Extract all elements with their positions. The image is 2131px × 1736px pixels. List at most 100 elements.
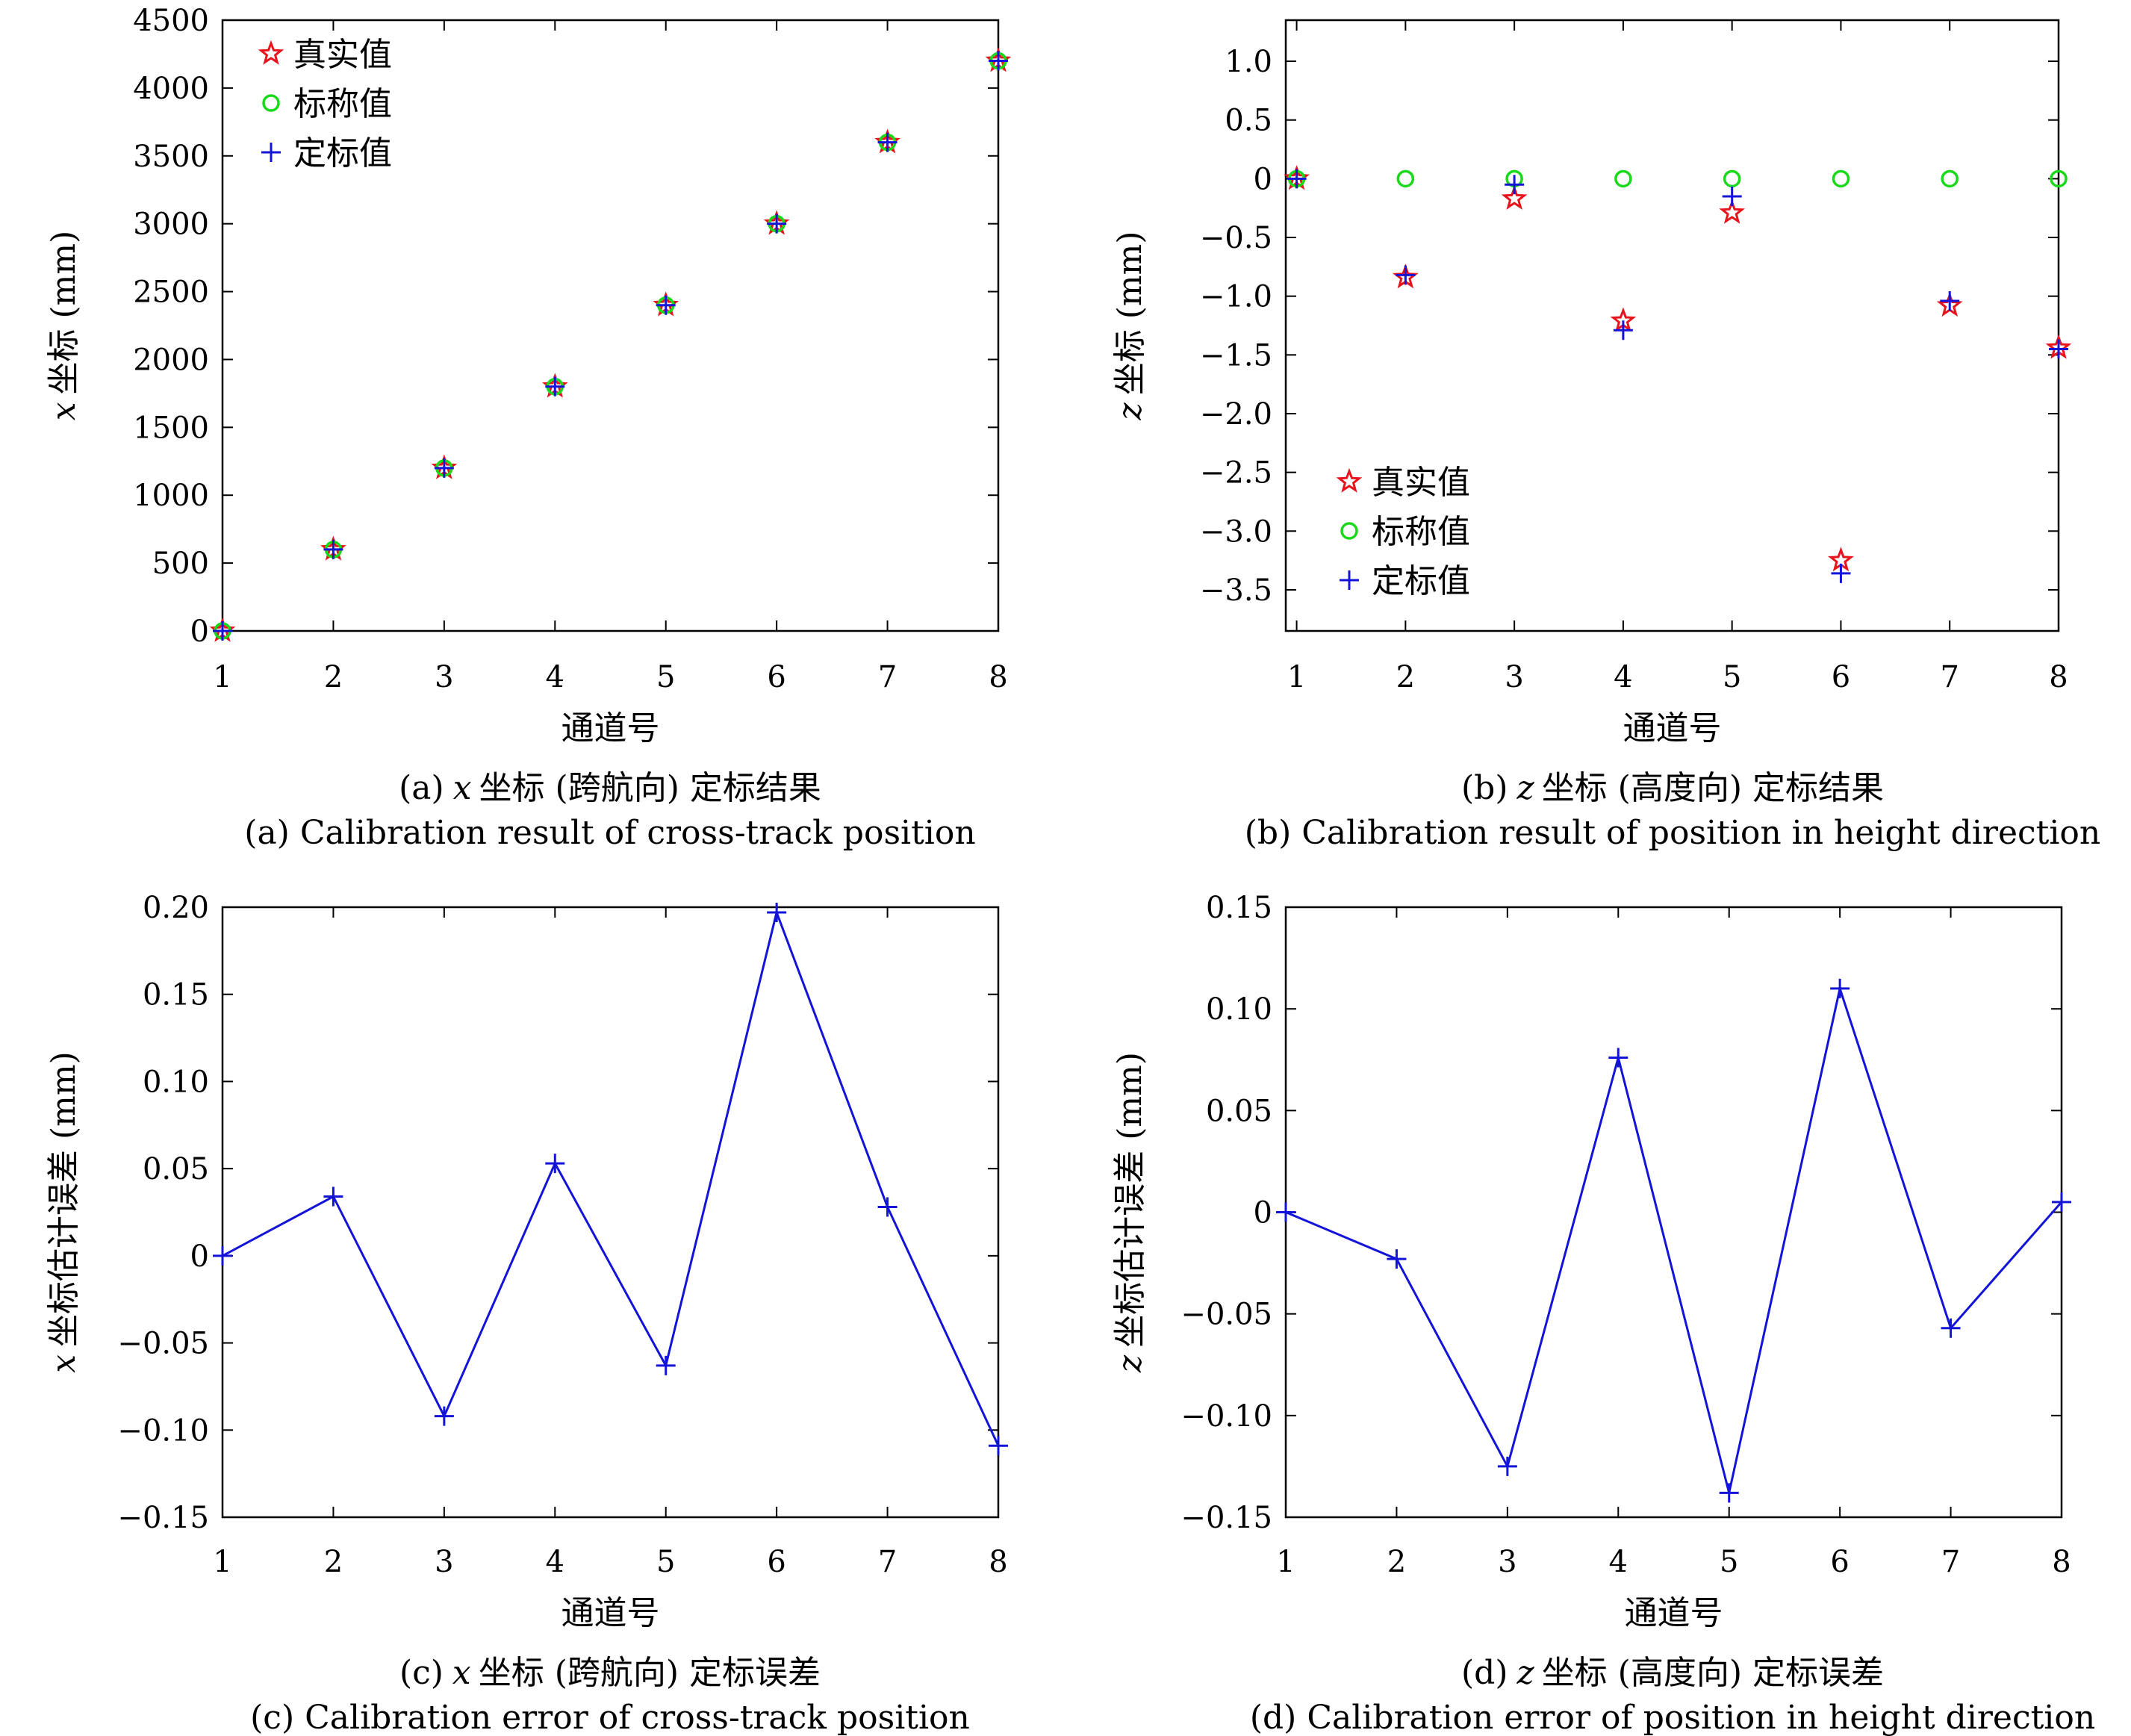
- chart-c: 1 2 3 4 5 6 7 8 0.20 0.15 0.10 0.05 0 −0.05 −0.10 −0.15…: [45, 891, 1008, 1736]
- x-tick-label: 4: [1609, 1545, 1628, 1579]
- y-tick-label: −0.10: [1180, 1399, 1272, 1434]
- data-point: [2052, 1192, 2071, 1212]
- y-tick-label: −0.05: [117, 1327, 209, 1361]
- data-point-circle: [1941, 169, 1959, 188]
- x-axis-label: 通道号: [561, 1594, 660, 1632]
- y-tick-label: −3.5: [1200, 573, 1272, 608]
- x-tick-label: 5: [1720, 1545, 1738, 1579]
- data-point: [434, 1406, 454, 1426]
- plot-frame: [221, 906, 1000, 1519]
- y-tick-label: 2500: [133, 276, 209, 310]
- y-tick-label: 0.05: [1206, 1094, 1272, 1128]
- legend-label: 标称值: [1372, 513, 1470, 551]
- y-tick-label: 500: [152, 547, 209, 581]
- data-point: [1608, 1048, 1628, 1068]
- x-tick-label: 3: [1505, 660, 1523, 694]
- y-tick-label: 2000: [133, 343, 209, 377]
- y-axis-label: z 坐标估计误差 (mm): [1111, 1052, 1149, 1373]
- data-point-plus: [1722, 186, 1742, 206]
- chart-a: 1 2 3 4 5 6 7 8 0 500 1000 1500 2000 2500 3000 3500 4000…: [45, 4, 1012, 852]
- data-point-plus: [213, 621, 232, 641]
- x-tick-label: 8: [989, 1545, 1007, 1579]
- caption-cn-text: 坐标 (高度向) 定标误差: [1542, 1654, 1884, 1692]
- y-axis-label-text: 坐标估计误差 (mm): [45, 1051, 83, 1347]
- x-tick-label: 1: [1276, 1545, 1295, 1579]
- y-tick-label: 1500: [133, 411, 209, 445]
- caption-cn: (b) z 坐标 (高度向) 定标结果: [1461, 769, 1884, 807]
- plot-frame: [221, 19, 1000, 632]
- x-tick-label: 7: [1941, 1545, 1960, 1579]
- caption-en: (a) Calibration result of cross-track po…: [244, 814, 975, 852]
- caption-en: (c) Calibration error of cross-track pos…: [250, 1699, 970, 1736]
- x-tick-label: 2: [324, 660, 343, 694]
- y-tick-label: 0: [190, 615, 209, 649]
- y-tick-label: 0: [1254, 1196, 1272, 1231]
- y-tick-label: −0.10: [117, 1413, 209, 1448]
- chart-d: 1 2 3 4 5 6 7 8 0.15 0.10 0.05 0 −0.05 −0.10 −0.15 通道号 z…: [1111, 891, 2095, 1736]
- x-tick-label: 4: [546, 660, 564, 694]
- x-tick-label: 2: [324, 1545, 343, 1579]
- data-point: [213, 1245, 232, 1266]
- data-point: [545, 1154, 565, 1174]
- legend-label: 标称值: [293, 85, 392, 123]
- x-tick-label: 6: [1832, 660, 1850, 694]
- plot-frame: [1284, 906, 2063, 1519]
- data-point: [1387, 1249, 1407, 1269]
- x-tick-label: 4: [1614, 660, 1632, 694]
- x-tick-label: 7: [1940, 660, 1959, 694]
- y-axis-label-text: 坐标 (mm): [45, 231, 83, 395]
- legend-marker-star: [258, 40, 284, 65]
- data-point-plus: [1613, 320, 1633, 340]
- y-tick-label: 1000: [133, 479, 209, 513]
- caption-cn-text: 坐标 (高度向) 定标结果: [1542, 769, 1884, 807]
- x-tick-label: 1: [213, 1545, 231, 1579]
- data-point-circle: [1614, 169, 1632, 188]
- x-tick-label: 6: [767, 660, 785, 694]
- caption-en: (d) Calibration error of position in hei…: [1250, 1699, 2095, 1736]
- caption-cn-prefix: (d): [1461, 1654, 1508, 1692]
- data-point-circle: [1832, 169, 1850, 188]
- caption-cn-text: 坐标 (跨航向) 定标误差: [479, 1654, 821, 1692]
- data-point: [877, 1197, 897, 1217]
- data-point: [1830, 978, 1850, 998]
- caption-cn-prefix: (a): [399, 769, 444, 807]
- legend-label: 定标值: [293, 134, 392, 172]
- x-axis-label: 通道号: [561, 709, 660, 747]
- caption-cn-prefix: (b): [1461, 769, 1508, 807]
- caption-cn-prefix: (c): [399, 1654, 444, 1692]
- caption-cn: (c) x 坐标 (跨航向) 定标误差: [399, 1654, 821, 1692]
- y-tick-label: 0.10: [1206, 992, 1272, 1027]
- data-point: [989, 1436, 1008, 1456]
- data-point-plus: [1505, 175, 1525, 195]
- y-tick-label: −0.15: [1180, 1501, 1272, 1535]
- x-tick-label: 2: [1396, 660, 1415, 694]
- data-point: [1276, 1202, 1295, 1222]
- x-tick-label: 8: [2049, 660, 2068, 694]
- y-tick-label: −0.15: [117, 1501, 209, 1535]
- data-point: [656, 1355, 676, 1375]
- y-tick-label: −1.5: [1200, 338, 1272, 373]
- x-tick-label: 1: [213, 660, 231, 694]
- y-axis-label: z 坐标 (mm): [1111, 231, 1149, 421]
- data-point: [1941, 1318, 1961, 1338]
- legend-label: 真实值: [1372, 464, 1470, 502]
- legend-label: 真实值: [293, 36, 392, 74]
- data-point-plus: [989, 51, 1008, 71]
- legend-marker-plus: [261, 143, 281, 162]
- data-point-circle: [1723, 169, 1741, 188]
- caption-cn-text: 坐标 (跨航向) 定标结果: [479, 769, 821, 807]
- data-point: [1497, 1456, 1517, 1476]
- data-point-star: [1719, 199, 1746, 224]
- y-tick-label: 3000: [133, 208, 209, 242]
- x-axis-label: 通道号: [1623, 709, 1722, 747]
- y-tick-label: −3.0: [1200, 514, 1272, 549]
- x-tick-label: 6: [767, 1545, 785, 1579]
- y-axis-label-text: 坐标 (mm): [1111, 231, 1149, 396]
- caption-en: (b) Calibration result of position in he…: [1245, 814, 2100, 852]
- data-point-plus: [434, 458, 454, 478]
- data-point-circle: [1396, 169, 1415, 188]
- data-point-circle: [2050, 169, 2068, 188]
- x-tick-label: 5: [656, 1545, 675, 1579]
